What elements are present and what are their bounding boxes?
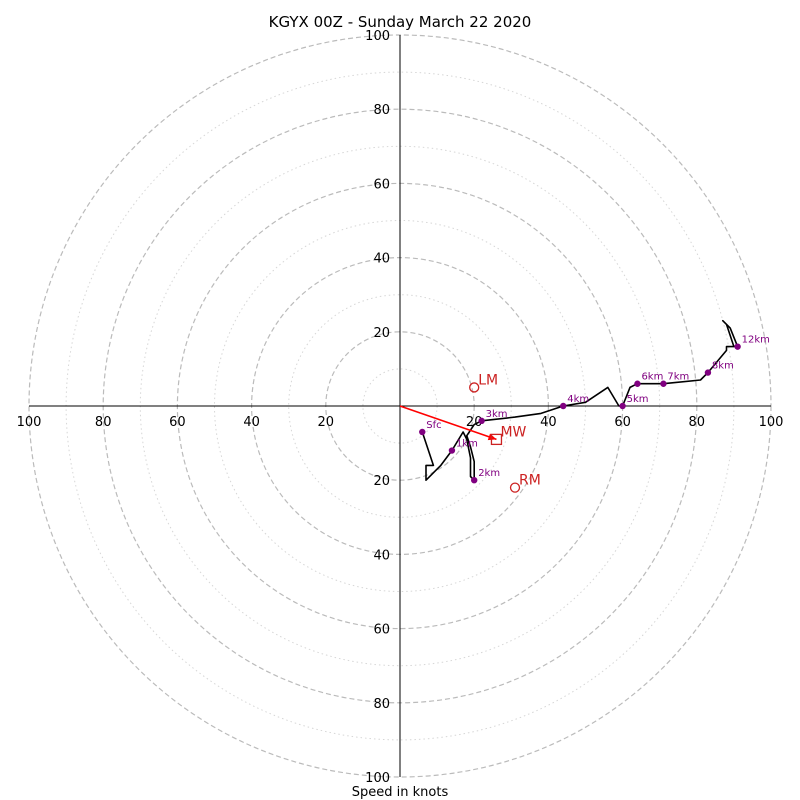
height-marker-2km <box>471 477 478 484</box>
height-marker-7km <box>660 380 667 387</box>
height-marker-12km-label: 12km <box>742 335 770 346</box>
tick-x-pos-100: 100 <box>759 415 784 430</box>
tick-y-neg-40: 40 <box>373 548 390 563</box>
storm-motion-rm-marker <box>509 482 521 493</box>
tick-x-neg-80: 80 <box>95 415 112 430</box>
height-marker-3km <box>478 417 485 425</box>
height-marker-3km-label: 3km <box>486 409 508 420</box>
height-marker-8km-label: 8km <box>712 361 734 372</box>
height-marker-12km <box>734 343 741 350</box>
tick-x-pos-20: 20 <box>466 415 483 430</box>
storm-motion-rm-label: RM <box>519 473 541 489</box>
tick-y-pos-60: 60 <box>373 177 390 192</box>
tick-x-pos-40: 40 <box>540 415 557 430</box>
storm-motion-mw-label: MW <box>500 424 526 440</box>
storm-motions: LM RM MW <box>469 372 541 493</box>
height-marker-1km <box>448 447 456 454</box>
tick-x-pos-80: 80 <box>689 415 706 430</box>
chart-title: KGYX 00Z - Sunday March 22 2020 <box>269 13 532 31</box>
storm-motion-lm-marker <box>469 382 480 393</box>
tick-x-neg-20: 20 <box>318 415 335 430</box>
height-marker-1km-label: 1km <box>456 439 478 450</box>
tick-y-pos-100: 100 <box>365 29 390 44</box>
height-markers: Sfc 1km 2km 3km 4km 5km 6km 7km 8km 12km <box>419 335 770 484</box>
height-marker-2km-label: 2km <box>478 468 500 479</box>
tick-y-neg-60: 60 <box>373 623 390 638</box>
height-marker-4km-label: 4km <box>567 394 589 405</box>
tick-x-neg-60: 60 <box>169 415 186 430</box>
height-marker-sfc-label: Sfc <box>426 420 441 431</box>
tick-y-pos-80: 80 <box>373 103 390 118</box>
height-marker-4km <box>560 402 567 410</box>
tick-x-pos-60: 60 <box>614 415 631 430</box>
tick-x-neg-40: 40 <box>243 415 260 430</box>
tick-y-neg-80: 80 <box>373 697 390 712</box>
mean-wind-arrow-shaft <box>399 405 497 441</box>
tick-labels: 20 20 20 20 40 40 40 40 60 60 60 60 80 80 80 80 100 100 10… <box>17 29 784 786</box>
height-marker-5km-label: 5km <box>627 394 649 405</box>
storm-motion-lm-label: LM <box>478 372 498 388</box>
height-marker-6km <box>634 380 641 387</box>
height-marker-5km <box>619 402 626 410</box>
storm-motion-mw-marker <box>490 433 503 446</box>
height-marker-6km-label: 6km <box>641 372 663 383</box>
tick-x-neg-100: 100 <box>17 415 42 430</box>
tick-y-pos-40: 40 <box>373 252 390 267</box>
height-marker-sfc <box>419 428 426 436</box>
height-marker-7km-label: 7km <box>667 372 689 383</box>
x-axis-label: Speed in knots <box>352 785 449 800</box>
height-marker-8km <box>704 369 712 376</box>
tick-y-neg-100: 100 <box>365 771 390 786</box>
tick-y-pos-20: 20 <box>373 326 390 341</box>
tick-y-neg-20: 20 <box>373 474 390 489</box>
